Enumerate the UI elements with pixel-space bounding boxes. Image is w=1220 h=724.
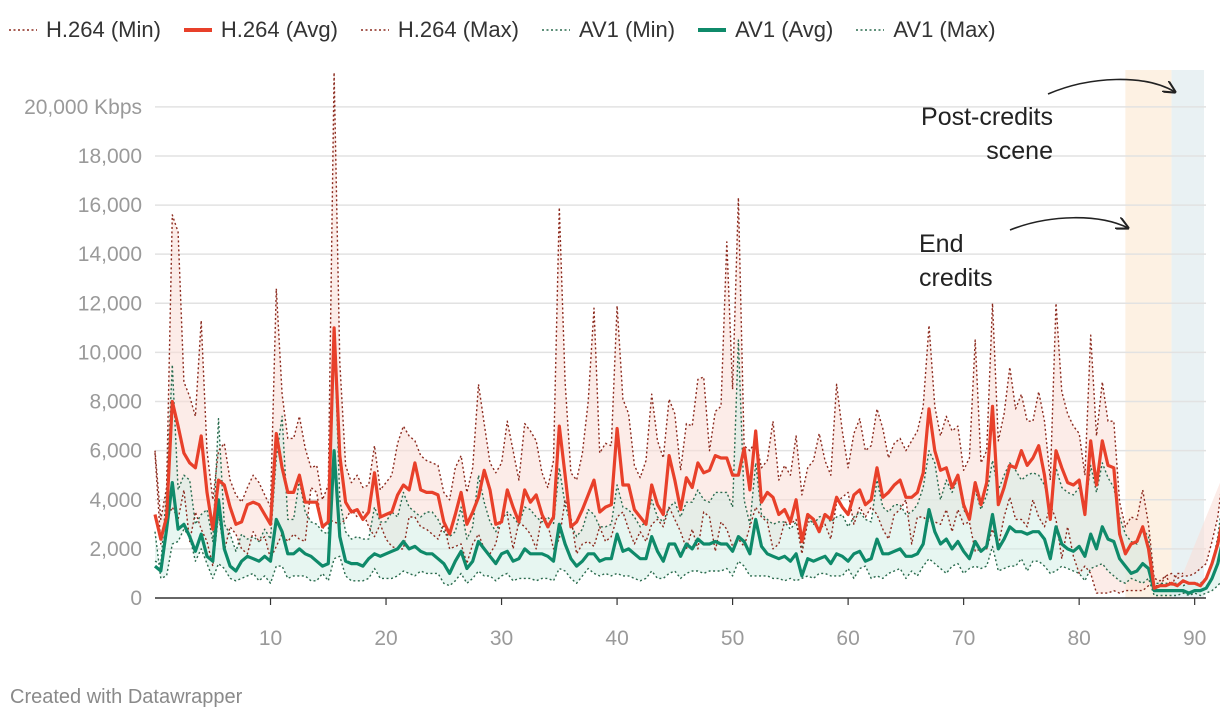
legend-item: H.264 (Min) bbox=[8, 17, 161, 43]
series-line-h-264-avg- bbox=[153, 326, 1220, 590]
legend-label: H.264 (Avg) bbox=[220, 17, 338, 42]
x-tick-label: 60 bbox=[836, 627, 859, 650]
annotation-end-credits-line1: End bbox=[919, 230, 963, 258]
legend-label: H.264 (Min) bbox=[46, 17, 161, 42]
legend-item: AV1 (Avg) bbox=[697, 17, 833, 43]
y-tick-label: 0 bbox=[130, 587, 142, 610]
y-tick-label: 6,000 bbox=[89, 440, 142, 463]
legend-label: AV1 (Avg) bbox=[735, 17, 834, 42]
y-tick-label: 16,000 bbox=[78, 194, 142, 217]
series-line-av1-min- bbox=[154, 528, 1220, 597]
arrow-end-credits bbox=[1009, 216, 1128, 231]
legend: H.264 (Min) H.264 (Avg) H.264 (Max) AV1 (Mi… bbox=[8, 14, 1018, 46]
range-fill-av1 bbox=[155, 330, 1220, 596]
legend-item: H.264 (Avg) bbox=[183, 17, 338, 43]
legend-swatch bbox=[360, 29, 389, 31]
y-tick-label: 4,000 bbox=[89, 489, 142, 512]
annotation-end-credits-line2: credits bbox=[919, 264, 993, 292]
y-tick-label: 18,000 bbox=[78, 145, 142, 168]
legend-label: AV1 (Min) bbox=[578, 17, 676, 42]
y-tick-label: 20,000 Kbps bbox=[24, 96, 142, 119]
legend-swatch bbox=[856, 29, 885, 31]
annotation-post-credits-line1: Post-credits bbox=[921, 103, 1053, 131]
y-tick-label: 10,000 bbox=[78, 341, 142, 364]
band-end-credits bbox=[1125, 70, 1172, 598]
x-tick-label: 10 bbox=[259, 627, 282, 650]
series-line-av1-avg- bbox=[153, 449, 1220, 595]
legend-label: H.264 (Max) bbox=[397, 17, 519, 42]
y-tick-label: 8,000 bbox=[89, 391, 142, 414]
x-tick-label: 80 bbox=[1067, 627, 1090, 650]
annotation-post-credits-line2: scene bbox=[986, 137, 1053, 165]
x-tick-label: 50 bbox=[721, 627, 744, 650]
y-tick-label: 2,000 bbox=[89, 538, 142, 561]
legend-item: H.264 (Max) bbox=[360, 17, 519, 43]
footer-credit: Created with Datawrapper bbox=[10, 686, 243, 708]
x-tick-label: 90 bbox=[1183, 627, 1206, 650]
series-line-h-264-max- bbox=[154, 71, 1220, 582]
legend-item: AV1 (Max) bbox=[855, 17, 996, 43]
x-tick-label: 30 bbox=[490, 627, 513, 650]
legend-item: AV1 (Min) bbox=[541, 17, 675, 43]
y-tick-label: 14,000 bbox=[78, 243, 142, 266]
band-post-credits-scene bbox=[1171, 70, 1204, 598]
legend-swatch bbox=[541, 29, 570, 31]
legend-label: AV1 (Max) bbox=[893, 17, 996, 42]
arrow-post-credits bbox=[1047, 78, 1175, 95]
range-fill-h264 bbox=[155, 72, 1220, 594]
legend-swatch bbox=[698, 28, 727, 32]
x-tick-label: 70 bbox=[952, 627, 975, 650]
legend-swatch bbox=[183, 28, 212, 32]
x-tick-label: 20 bbox=[374, 627, 397, 650]
y-tick-label: 12,000 bbox=[78, 292, 142, 315]
legend-swatch bbox=[9, 29, 37, 31]
x-tick-label: 40 bbox=[605, 627, 628, 650]
